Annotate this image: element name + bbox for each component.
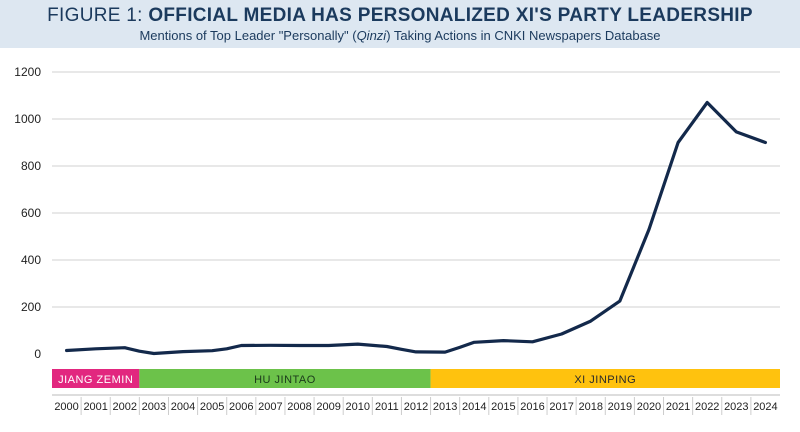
x-tick-label: 2015: [491, 401, 515, 413]
x-tick-label: 2002: [113, 401, 137, 413]
series-line: [64, 100, 768, 356]
x-tick-label: 2001: [83, 401, 107, 413]
x-tick-label: 2012: [404, 401, 428, 413]
figure-subtitle: Mentions of Top Leader "Personally" (Qin…: [0, 28, 800, 43]
x-tick-label: 2013: [433, 401, 457, 413]
x-tick-label: 2009: [316, 401, 340, 413]
y-tick-label: 1200: [14, 65, 41, 79]
x-tick-label: 2000: [54, 401, 78, 413]
x-tick-label: 2016: [520, 401, 544, 413]
x-tick-label: 2014: [462, 401, 486, 413]
era-segment: [52, 369, 140, 388]
title-lead: FIGURE 1:: [47, 5, 149, 26]
x-tick-label: 2008: [287, 401, 311, 413]
x-tick-label: 2022: [695, 401, 719, 413]
y-tick-label: 1000: [14, 112, 41, 126]
era-segment: [139, 369, 431, 388]
x-tick-label: 2004: [171, 401, 195, 413]
y-tick-label: 600: [21, 206, 41, 220]
y-tick-label: 400: [21, 253, 41, 267]
series-layer: [64, 100, 768, 356]
x-tick-label: 2005: [200, 401, 224, 413]
x-tick-label: 2023: [724, 401, 748, 413]
grid: [52, 71, 780, 308]
x-tick-label: 2021: [666, 401, 690, 413]
era-label: HU JINTAO: [254, 374, 316, 386]
era-label: JIANG ZEMIN: [58, 374, 133, 386]
x-tick-label: 2024: [753, 401, 777, 413]
subtitle-italic: Qinzi: [356, 28, 387, 43]
era-bar: JIANG ZEMIN HU JINTAO XI JINPING: [52, 369, 780, 388]
y-axis: 0 200 400 600 800 1000 1200: [14, 65, 41, 361]
title-main: OFFICIAL MEDIA HAS PERSONALIZED XI'S PAR…: [148, 5, 753, 26]
y-tick-label: 0: [34, 347, 41, 361]
y-tick-label: 800: [21, 159, 41, 173]
subtitle-pre: Mentions of Top Leader "Personally" (: [139, 28, 357, 43]
x-tick-label: 2019: [608, 401, 632, 413]
x-tick-label: 2017: [549, 401, 573, 413]
x-tick-label: 2007: [258, 401, 282, 413]
x-tick-label: 2020: [637, 401, 661, 413]
x-tick-label: 2011: [375, 401, 399, 413]
x-tick-label: 2018: [578, 401, 602, 413]
x-tick-label: 2006: [229, 401, 253, 413]
x-tick-label: 2010: [346, 401, 370, 413]
figure-title: FIGURE 1: OFFICIAL MEDIA HAS PERSONALIZE…: [0, 5, 800, 27]
y-tick-label: 200: [21, 300, 41, 314]
era-label: XI JINPING: [574, 374, 636, 386]
x-tick-label: 2003: [142, 401, 166, 413]
x-axis: 2000 2001 2002 2003 2004 2005 2006 2007 2008 2009…: [52, 394, 780, 415]
subtitle-post: ) Taking Actions in CNKI Newspapers Data…: [386, 28, 661, 43]
era-segment: [430, 369, 780, 388]
figure-header: FIGURE 1: OFFICIAL MEDIA HAS PERSONALIZE…: [0, 0, 800, 48]
